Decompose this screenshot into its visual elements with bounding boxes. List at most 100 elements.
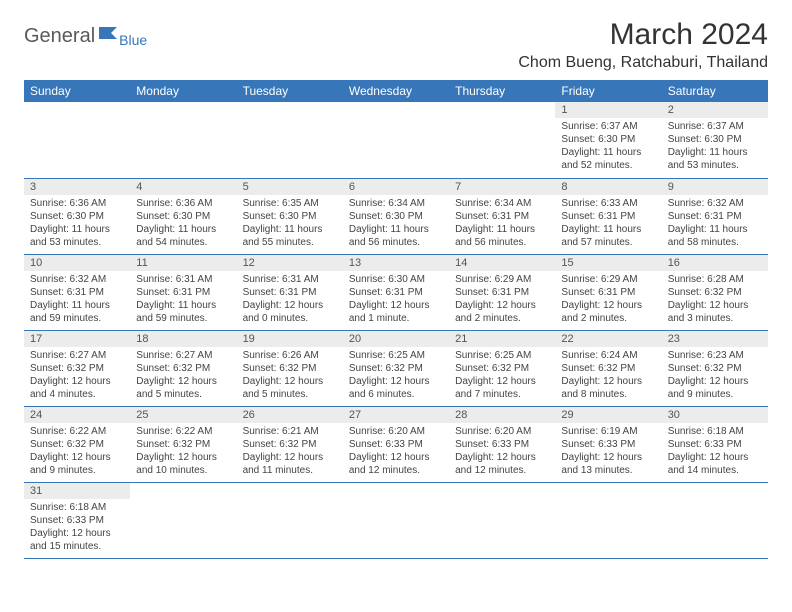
day-number <box>237 483 343 487</box>
sunrise: Sunrise: 6:36 AM <box>30 197 124 210</box>
weekday-header: Saturday <box>662 80 768 102</box>
daylight: Daylight: 12 hours and 3 minutes. <box>668 299 762 325</box>
calendar-cell: 12Sunrise: 6:31 AMSunset: 6:31 PMDayligh… <box>237 254 343 330</box>
day-data: Sunrise: 6:19 AMSunset: 6:33 PMDaylight:… <box>555 423 661 481</box>
day-data: Sunrise: 6:21 AMSunset: 6:32 PMDaylight:… <box>237 423 343 481</box>
sunset: Sunset: 6:32 PM <box>455 362 549 375</box>
calendar-cell: 20Sunrise: 6:25 AMSunset: 6:32 PMDayligh… <box>343 330 449 406</box>
sunset: Sunset: 6:32 PM <box>136 438 230 451</box>
sunrise: Sunrise: 6:27 AM <box>136 349 230 362</box>
daylight: Daylight: 12 hours and 5 minutes. <box>243 375 337 401</box>
day-data: Sunrise: 6:33 AMSunset: 6:31 PMDaylight:… <box>555 195 661 253</box>
daylight: Daylight: 11 hours and 57 minutes. <box>561 223 655 249</box>
sunrise: Sunrise: 6:32 AM <box>30 273 124 286</box>
calendar-cell: 18Sunrise: 6:27 AMSunset: 6:32 PMDayligh… <box>130 330 236 406</box>
calendar-head: SundayMondayTuesdayWednesdayThursdayFrid… <box>24 80 768 102</box>
sunset: Sunset: 6:31 PM <box>668 210 762 223</box>
sunset: Sunset: 6:32 PM <box>668 286 762 299</box>
calendar-cell <box>449 482 555 558</box>
daylight: Daylight: 11 hours and 56 minutes. <box>455 223 549 249</box>
day-data: Sunrise: 6:29 AMSunset: 6:31 PMDaylight:… <box>449 271 555 329</box>
calendar-cell: 23Sunrise: 6:23 AMSunset: 6:32 PMDayligh… <box>662 330 768 406</box>
calendar-cell: 22Sunrise: 6:24 AMSunset: 6:32 PMDayligh… <box>555 330 661 406</box>
day-data: Sunrise: 6:22 AMSunset: 6:32 PMDaylight:… <box>24 423 130 481</box>
calendar-cell: 7Sunrise: 6:34 AMSunset: 6:31 PMDaylight… <box>449 178 555 254</box>
day-number <box>343 483 449 487</box>
day-data: Sunrise: 6:32 AMSunset: 6:31 PMDaylight:… <box>24 271 130 329</box>
calendar-cell: 30Sunrise: 6:18 AMSunset: 6:33 PMDayligh… <box>662 406 768 482</box>
sunrise: Sunrise: 6:21 AM <box>243 425 337 438</box>
daylight: Daylight: 12 hours and 12 minutes. <box>455 451 549 477</box>
daylight: Daylight: 12 hours and 2 minutes. <box>561 299 655 325</box>
day-data: Sunrise: 6:22 AMSunset: 6:32 PMDaylight:… <box>130 423 236 481</box>
weekday-header: Thursday <box>449 80 555 102</box>
sunrise: Sunrise: 6:22 AM <box>30 425 124 438</box>
calendar-cell: 21Sunrise: 6:25 AMSunset: 6:32 PMDayligh… <box>449 330 555 406</box>
weekday-header: Tuesday <box>237 80 343 102</box>
day-data: Sunrise: 6:31 AMSunset: 6:31 PMDaylight:… <box>130 271 236 329</box>
calendar-cell <box>662 482 768 558</box>
daylight: Daylight: 12 hours and 7 minutes. <box>455 375 549 401</box>
calendar-cell: 8Sunrise: 6:33 AMSunset: 6:31 PMDaylight… <box>555 178 661 254</box>
calendar-cell: 17Sunrise: 6:27 AMSunset: 6:32 PMDayligh… <box>24 330 130 406</box>
weekday-header: Monday <box>130 80 236 102</box>
sunset: Sunset: 6:33 PM <box>668 438 762 451</box>
day-number: 25 <box>130 407 236 423</box>
day-number: 24 <box>24 407 130 423</box>
day-number: 4 <box>130 179 236 195</box>
page-title: March 2024 <box>518 18 768 52</box>
calendar-cell <box>237 102 343 178</box>
sunrise: Sunrise: 6:31 AM <box>243 273 337 286</box>
daylight: Daylight: 11 hours and 53 minutes. <box>668 146 762 172</box>
sunrise: Sunrise: 6:36 AM <box>136 197 230 210</box>
calendar-table: SundayMondayTuesdayWednesdayThursdayFrid… <box>24 80 768 559</box>
day-number: 20 <box>343 331 449 347</box>
daylight: Daylight: 11 hours and 54 minutes. <box>136 223 230 249</box>
sunrise: Sunrise: 6:22 AM <box>136 425 230 438</box>
calendar-cell <box>24 102 130 178</box>
day-number: 2 <box>662 102 768 118</box>
sunrise: Sunrise: 6:33 AM <box>561 197 655 210</box>
daylight: Daylight: 12 hours and 9 minutes. <box>30 451 124 477</box>
day-number: 5 <box>237 179 343 195</box>
day-data: Sunrise: 6:37 AMSunset: 6:30 PMDaylight:… <box>555 118 661 176</box>
calendar-cell: 26Sunrise: 6:21 AMSunset: 6:32 PMDayligh… <box>237 406 343 482</box>
day-number: 13 <box>343 255 449 271</box>
sunrise: Sunrise: 6:19 AM <box>561 425 655 438</box>
sunrise: Sunrise: 6:20 AM <box>349 425 443 438</box>
calendar-cell: 11Sunrise: 6:31 AMSunset: 6:31 PMDayligh… <box>130 254 236 330</box>
day-data: Sunrise: 6:25 AMSunset: 6:32 PMDaylight:… <box>343 347 449 405</box>
calendar-cell: 3Sunrise: 6:36 AMSunset: 6:30 PMDaylight… <box>24 178 130 254</box>
calendar-cell: 27Sunrise: 6:20 AMSunset: 6:33 PMDayligh… <box>343 406 449 482</box>
sunset: Sunset: 6:33 PM <box>561 438 655 451</box>
day-data: Sunrise: 6:18 AMSunset: 6:33 PMDaylight:… <box>24 499 130 557</box>
calendar-row: 17Sunrise: 6:27 AMSunset: 6:32 PMDayligh… <box>24 330 768 406</box>
day-number <box>343 102 449 106</box>
calendar-cell: 5Sunrise: 6:35 AMSunset: 6:30 PMDaylight… <box>237 178 343 254</box>
day-number <box>237 102 343 106</box>
sunrise: Sunrise: 6:25 AM <box>349 349 443 362</box>
sunset: Sunset: 6:33 PM <box>349 438 443 451</box>
sunset: Sunset: 6:30 PM <box>30 210 124 223</box>
logo-text-1: General <box>24 25 95 48</box>
daylight: Daylight: 12 hours and 6 minutes. <box>349 375 443 401</box>
calendar-row: 31Sunrise: 6:18 AMSunset: 6:33 PMDayligh… <box>24 482 768 558</box>
daylight: Daylight: 11 hours and 52 minutes. <box>561 146 655 172</box>
daylight: Daylight: 12 hours and 10 minutes. <box>136 451 230 477</box>
sunset: Sunset: 6:31 PM <box>30 286 124 299</box>
day-number: 9 <box>662 179 768 195</box>
day-number: 21 <box>449 331 555 347</box>
day-number: 12 <box>237 255 343 271</box>
day-number <box>449 483 555 487</box>
sunrise: Sunrise: 6:20 AM <box>455 425 549 438</box>
day-number: 30 <box>662 407 768 423</box>
day-number: 6 <box>343 179 449 195</box>
day-number: 31 <box>24 483 130 499</box>
day-data: Sunrise: 6:20 AMSunset: 6:33 PMDaylight:… <box>343 423 449 481</box>
logo-text-2: Blue <box>119 32 147 48</box>
calendar-cell: 9Sunrise: 6:32 AMSunset: 6:31 PMDaylight… <box>662 178 768 254</box>
sunset: Sunset: 6:30 PM <box>668 133 762 146</box>
calendar-cell <box>343 482 449 558</box>
sunset: Sunset: 6:30 PM <box>243 210 337 223</box>
day-number <box>555 483 661 487</box>
